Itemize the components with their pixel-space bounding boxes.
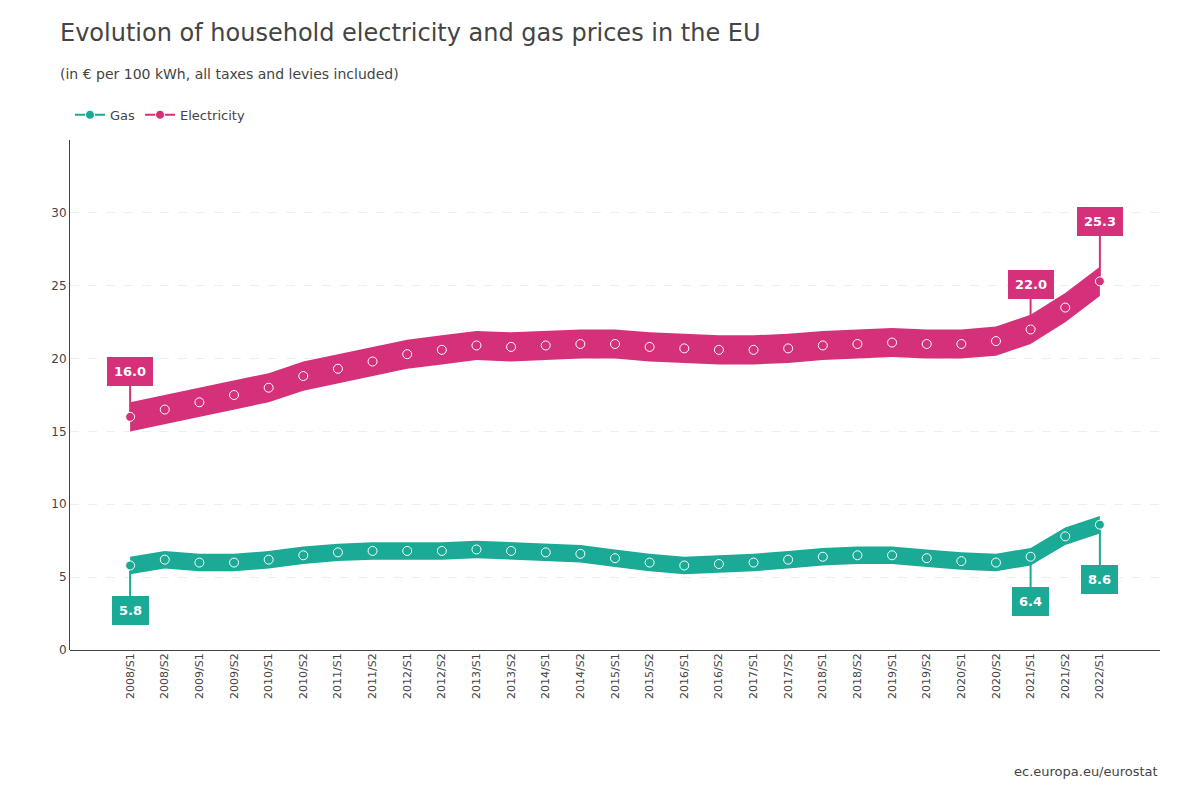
svg-text:Gas: Gas — [110, 108, 135, 123]
svg-text:2012/S2: 2012/S2 — [435, 653, 448, 699]
svg-text:25.3: 25.3 — [1084, 214, 1116, 229]
svg-text:2012/S1: 2012/S1 — [401, 653, 414, 699]
svg-text:2017/S2: 2017/S2 — [782, 653, 795, 699]
svg-text:Electricity: Electricity — [180, 108, 245, 123]
svg-text:2021/S2: 2021/S2 — [1059, 653, 1072, 699]
svg-text:0: 0 — [59, 643, 67, 657]
svg-text:Evolution of household electri: Evolution of household electricity and g… — [60, 19, 761, 47]
svg-text:5.8: 5.8 — [119, 603, 142, 618]
svg-text:2020/S2: 2020/S2 — [990, 653, 1003, 699]
svg-text:(in € per 100 kWh, all taxes a: (in € per 100 kWh, all taxes and levies … — [60, 66, 399, 82]
svg-text:2017/S1: 2017/S1 — [747, 653, 760, 699]
svg-text:2011/S1: 2011/S1 — [332, 653, 345, 699]
svg-text:22.0: 22.0 — [1015, 277, 1047, 292]
svg-text:2019/S2: 2019/S2 — [920, 653, 933, 699]
svg-text:8.6: 8.6 — [1088, 572, 1111, 587]
svg-text:2016/S1: 2016/S1 — [678, 653, 691, 699]
svg-text:6.4: 6.4 — [1019, 594, 1042, 609]
svg-text:2013/S2: 2013/S2 — [505, 653, 518, 699]
svg-text:20: 20 — [51, 352, 66, 366]
svg-text:2010/S2: 2010/S2 — [297, 653, 310, 699]
svg-text:2013/S1: 2013/S1 — [470, 653, 483, 699]
svg-text:2015/S2: 2015/S2 — [643, 653, 656, 699]
svg-text:2010/S1: 2010/S1 — [262, 653, 275, 699]
svg-text:2021/S1: 2021/S1 — [1024, 653, 1037, 699]
svg-text:2019/S1: 2019/S1 — [886, 653, 899, 699]
svg-text:10: 10 — [51, 497, 66, 511]
svg-text:2020/S1: 2020/S1 — [955, 653, 968, 699]
svg-text:2018/S1: 2018/S1 — [816, 653, 829, 699]
svg-text:2016/S2: 2016/S2 — [712, 653, 725, 699]
svg-text:30: 30 — [51, 206, 66, 220]
svg-text:2018/S2: 2018/S2 — [851, 653, 864, 699]
svg-text:2014/S1: 2014/S1 — [539, 653, 552, 699]
svg-text:2014/S2: 2014/S2 — [574, 653, 587, 699]
svg-text:2009/S1: 2009/S1 — [193, 653, 206, 699]
svg-text:2011/S2: 2011/S2 — [366, 653, 379, 699]
svg-text:5: 5 — [59, 570, 67, 584]
svg-text:2009/S2: 2009/S2 — [228, 653, 241, 699]
svg-text:2022/S1: 2022/S1 — [1093, 653, 1106, 699]
svg-text:ec.europa.eu/eurostat: ec.europa.eu/eurostat — [1014, 764, 1158, 779]
svg-text:25: 25 — [51, 279, 66, 293]
svg-text:16.0: 16.0 — [114, 364, 146, 379]
svg-text:2008/S2: 2008/S2 — [158, 653, 171, 699]
svg-text:2008/S1: 2008/S1 — [124, 653, 137, 699]
svg-text:2015/S1: 2015/S1 — [609, 653, 622, 699]
svg-text:15: 15 — [51, 425, 66, 439]
